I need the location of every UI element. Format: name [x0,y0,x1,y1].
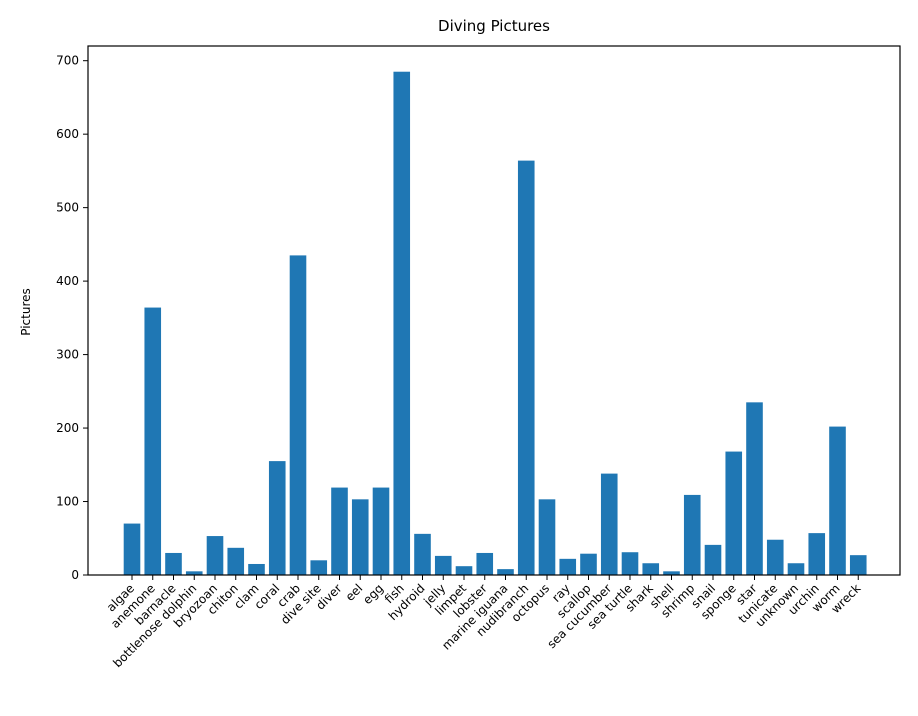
y-tick-label: 400 [56,274,79,288]
bar [621,552,639,575]
bar [517,160,535,575]
bar [372,487,390,575]
bar [331,487,348,575]
bar [725,451,743,575]
bar [393,71,411,576]
bar [268,461,286,575]
bar [849,555,867,575]
bar [289,255,307,576]
bar [497,569,514,575]
bar [248,563,265,575]
y-tick-label: 300 [56,348,79,362]
bar [434,555,452,575]
y-tick-label: 500 [56,201,79,215]
bar [683,494,701,575]
bar [165,552,182,575]
bar [227,547,245,575]
bar [559,558,577,575]
bar [476,552,494,575]
y-tick-label: 100 [56,495,79,509]
y-tick-label: 0 [71,568,79,582]
bar [123,523,141,575]
bar [414,533,431,575]
y-axis-label: Pictures [19,288,33,336]
plot-frame [87,45,901,576]
bar [144,307,162,575]
bar [663,571,680,575]
y-axis: 0 100 200 300 400 500 600 700 [56,54,88,582]
bar [351,499,369,575]
bars [123,71,867,576]
bar [185,571,203,575]
y-tick-label: 700 [56,54,79,68]
bar [600,473,618,575]
chart-title: Diving Pictures [438,17,550,35]
bar [704,544,722,575]
bar [808,533,826,575]
y-tick-label: 600 [56,127,79,141]
bar [766,539,784,575]
bar [580,553,597,575]
bar [829,426,846,575]
y-tick-label: 200 [56,421,79,435]
bar [455,566,473,575]
bar [642,563,660,575]
bar [787,563,805,575]
bar [206,536,224,575]
bar [310,560,328,575]
bar [746,402,763,575]
bar [538,499,556,575]
